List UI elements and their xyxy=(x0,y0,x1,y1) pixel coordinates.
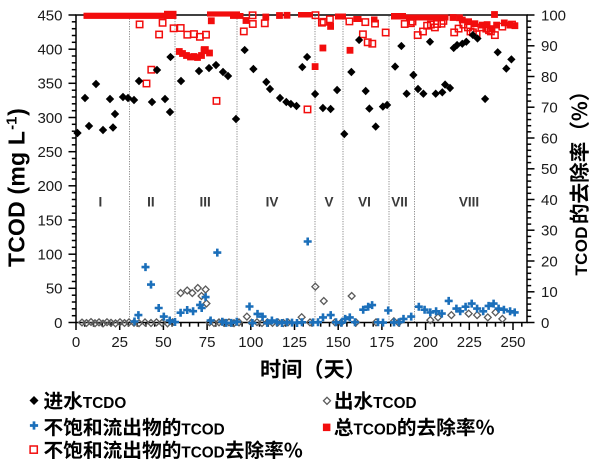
svg-text:175: 175 xyxy=(369,334,394,351)
svg-text:400: 400 xyxy=(37,42,62,59)
svg-text:50: 50 xyxy=(155,334,172,351)
svg-text:50: 50 xyxy=(541,161,558,178)
svg-text:100: 100 xyxy=(37,247,62,264)
svg-text:10: 10 xyxy=(541,284,558,301)
svg-text:150: 150 xyxy=(326,334,351,351)
svg-text:0: 0 xyxy=(72,334,80,351)
svg-text:): ) xyxy=(4,108,30,116)
svg-text:70: 70 xyxy=(541,100,558,117)
svg-text:VI: VI xyxy=(358,195,371,210)
svg-text:TCOD: TCOD xyxy=(354,422,397,439)
svg-text:450: 450 xyxy=(37,7,62,24)
svg-text:150: 150 xyxy=(37,212,62,229)
svg-text:25: 25 xyxy=(111,334,128,351)
svg-text:IV: IV xyxy=(266,195,279,210)
svg-text:225: 225 xyxy=(457,334,482,351)
svg-text:TCOD: TCOD xyxy=(181,444,224,461)
svg-text:250: 250 xyxy=(500,334,525,351)
svg-text:75: 75 xyxy=(199,334,216,351)
svg-text:VIII: VIII xyxy=(459,195,479,210)
svg-text:350: 350 xyxy=(37,76,62,93)
svg-text:60: 60 xyxy=(541,130,558,147)
svg-text:100: 100 xyxy=(541,7,566,24)
svg-text:TCOD: TCOD xyxy=(373,395,416,412)
svg-text:200: 200 xyxy=(413,334,438,351)
svg-text:TCOD: TCOD xyxy=(572,226,591,275)
svg-text:40: 40 xyxy=(541,192,558,209)
svg-text:100: 100 xyxy=(238,334,263,351)
svg-text:II: II xyxy=(147,195,155,210)
svg-text:30: 30 xyxy=(541,223,558,240)
svg-text:0: 0 xyxy=(541,315,549,332)
svg-text:90: 90 xyxy=(541,38,558,55)
svg-text:I: I xyxy=(99,195,103,210)
svg-text:50: 50 xyxy=(46,281,63,298)
svg-text:TCOD: TCOD xyxy=(181,422,224,439)
svg-text:VII: VII xyxy=(391,195,408,210)
svg-text:0: 0 xyxy=(54,315,62,332)
svg-text:20: 20 xyxy=(541,253,558,270)
svg-text:TCDO: TCDO xyxy=(83,395,126,412)
svg-text:200: 200 xyxy=(37,178,62,195)
svg-text:80: 80 xyxy=(541,69,558,86)
svg-text:TCOD (mg L: TCOD (mg L xyxy=(4,131,30,267)
svg-text:V: V xyxy=(324,195,333,210)
svg-text:III: III xyxy=(199,195,210,210)
svg-text:250: 250 xyxy=(37,144,62,161)
svg-text:125: 125 xyxy=(282,334,307,351)
svg-text:300: 300 xyxy=(37,110,62,127)
svg-text:-1: -1 xyxy=(4,117,21,130)
